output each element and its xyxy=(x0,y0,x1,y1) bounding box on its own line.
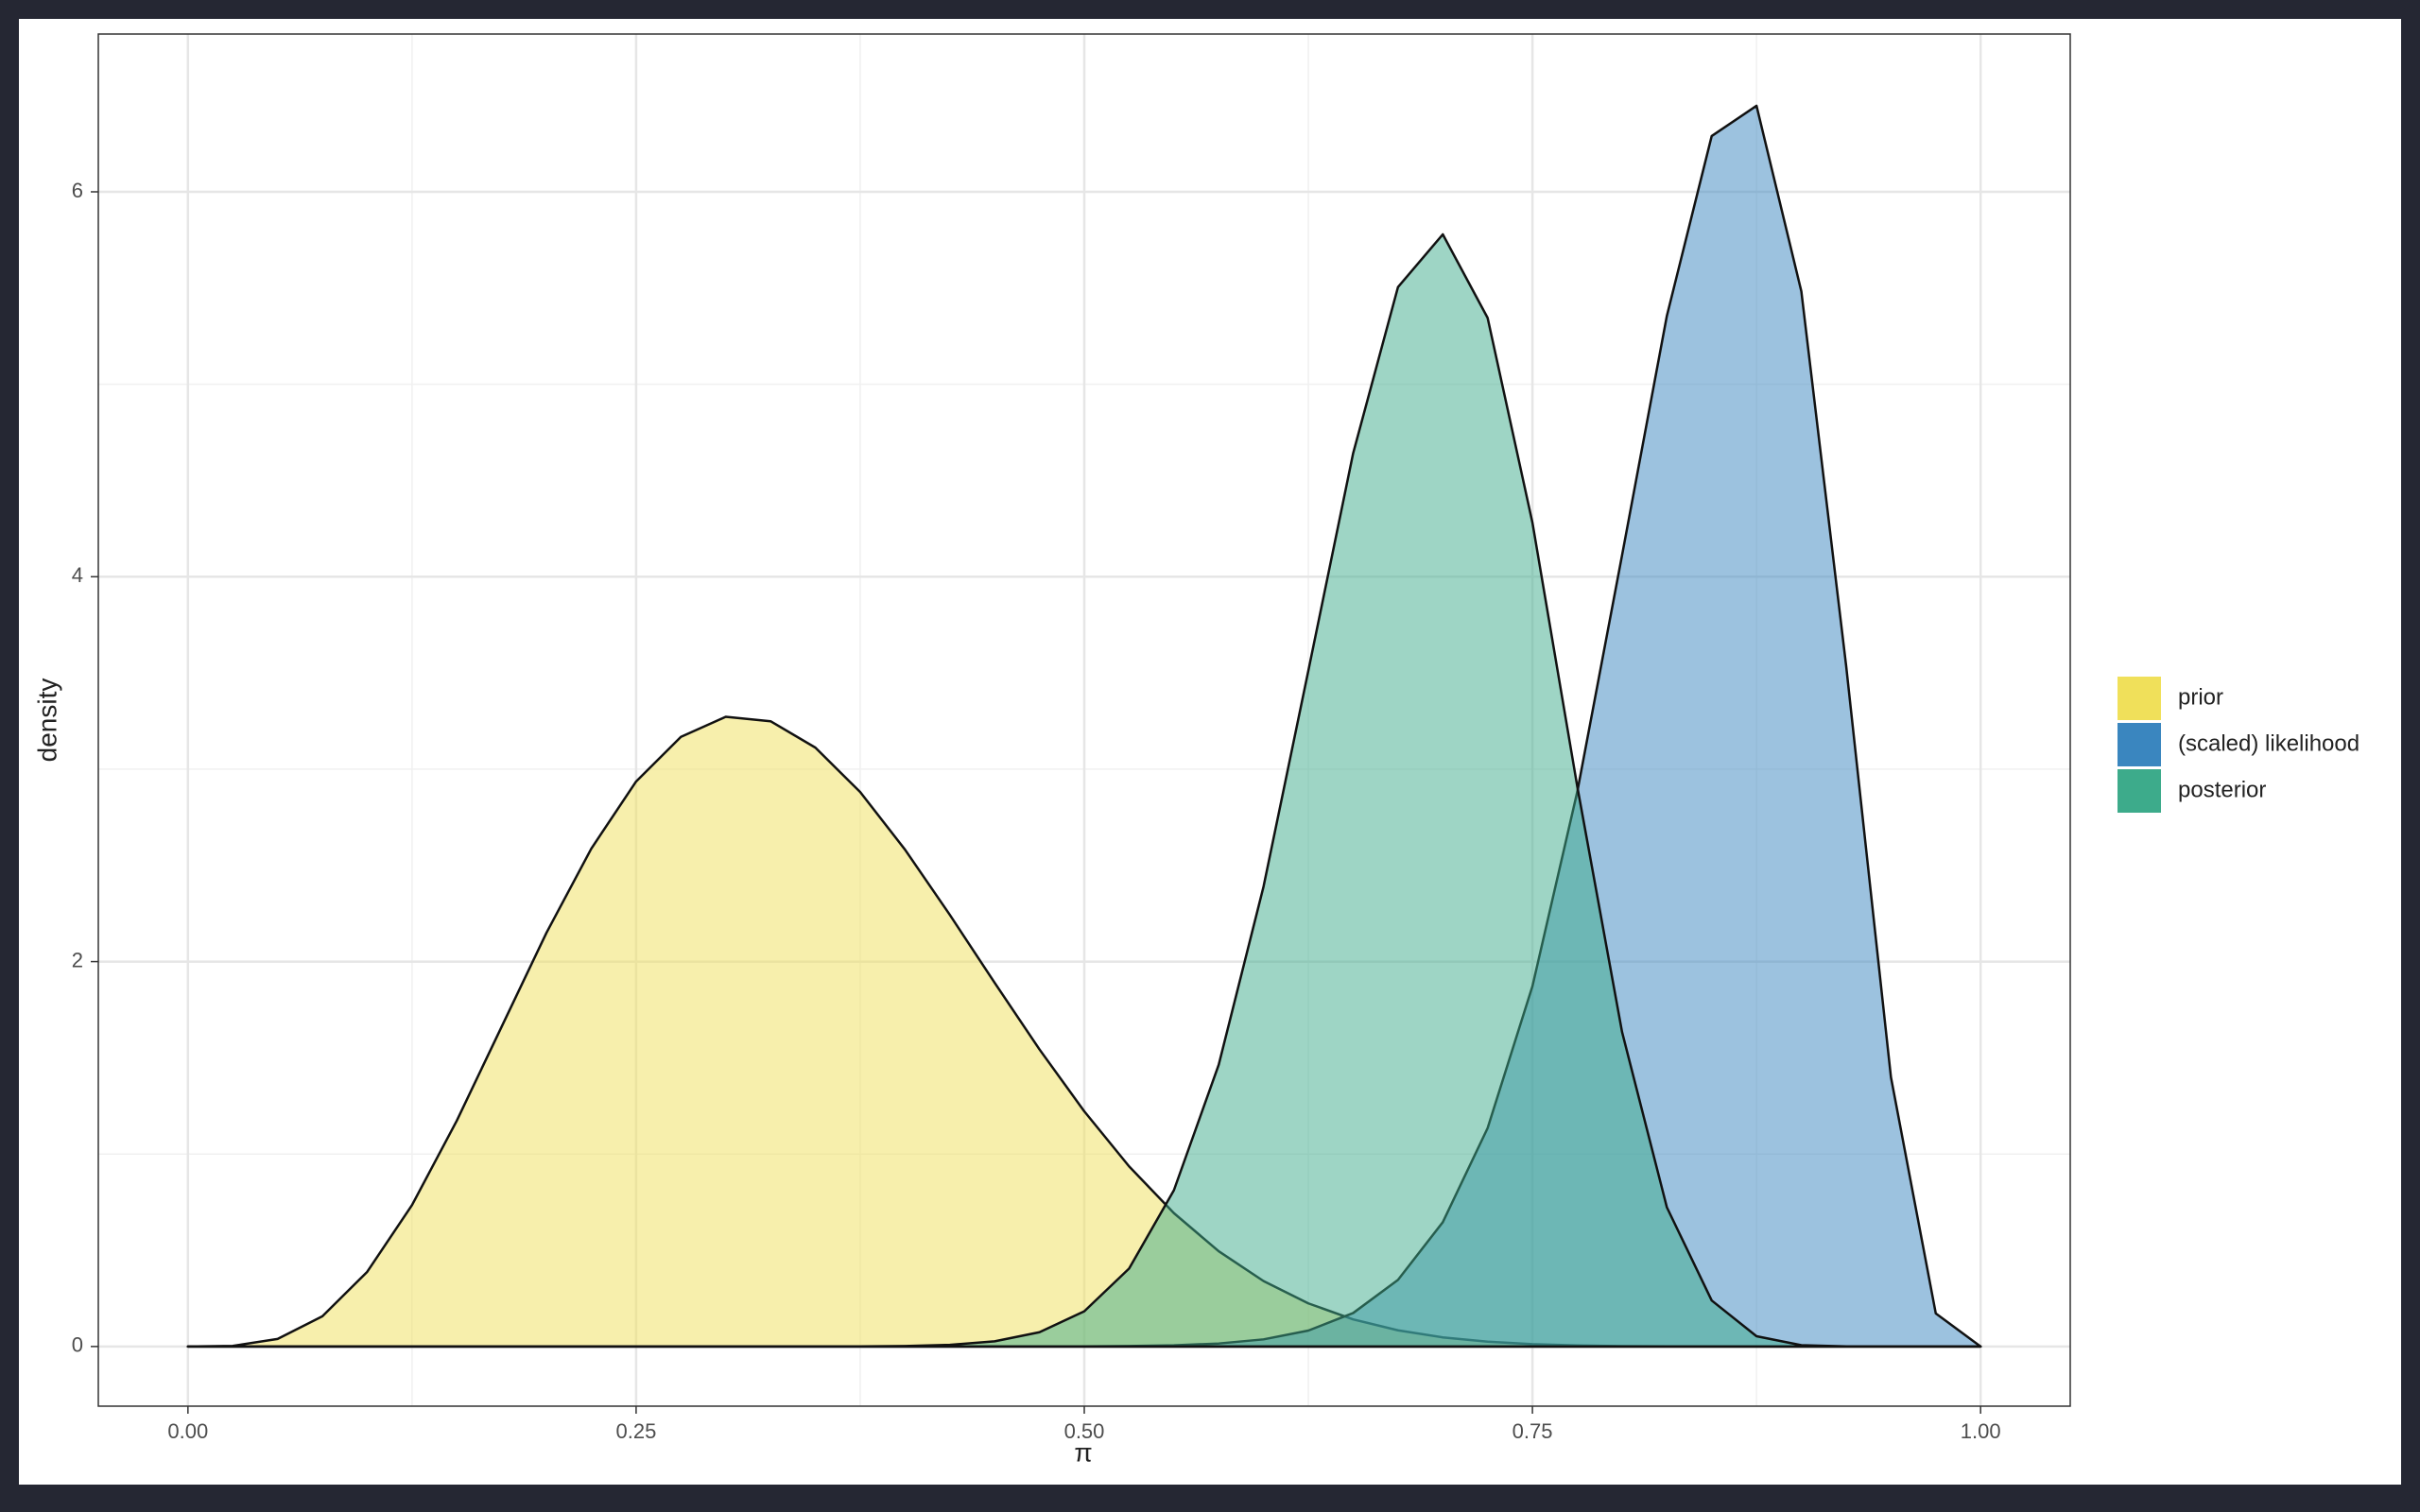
legend-label: (scaled) likelihood xyxy=(2178,730,2360,756)
plot-frame: π density 0.00 0.25 0.50 0.75 1.00 0 2 4 6 prior (… xyxy=(19,19,2401,1485)
legend-swatch xyxy=(2118,769,2161,813)
y-tick-label: 0 xyxy=(72,1333,83,1357)
x-tick-label: 0.25 xyxy=(615,1419,656,1443)
legend-label: prior xyxy=(2178,684,2223,710)
panel-border xyxy=(97,33,2071,1407)
y-tick-label: 4 xyxy=(72,563,83,587)
y-tick-label: 2 xyxy=(72,948,83,971)
x-tick-label: 1.00 xyxy=(1961,1419,2001,1443)
density-area xyxy=(186,232,1982,1349)
y-axis-title: density xyxy=(32,679,61,763)
legend-label: posterior xyxy=(2178,777,2266,802)
legend-swatch xyxy=(2118,723,2161,766)
chart: π density 0.00 0.25 0.50 0.75 1.00 0 2 4 6 prior (… xyxy=(32,33,2360,1467)
legend-swatch xyxy=(2118,677,2161,720)
x-axis-title: π xyxy=(1074,1437,1092,1467)
x-tick-label: 0.00 xyxy=(167,1419,208,1443)
x-tick-label: 0.75 xyxy=(1512,1419,1553,1443)
y-tick-label: 6 xyxy=(72,179,83,202)
x-tick-label: 0.50 xyxy=(1064,1419,1105,1443)
